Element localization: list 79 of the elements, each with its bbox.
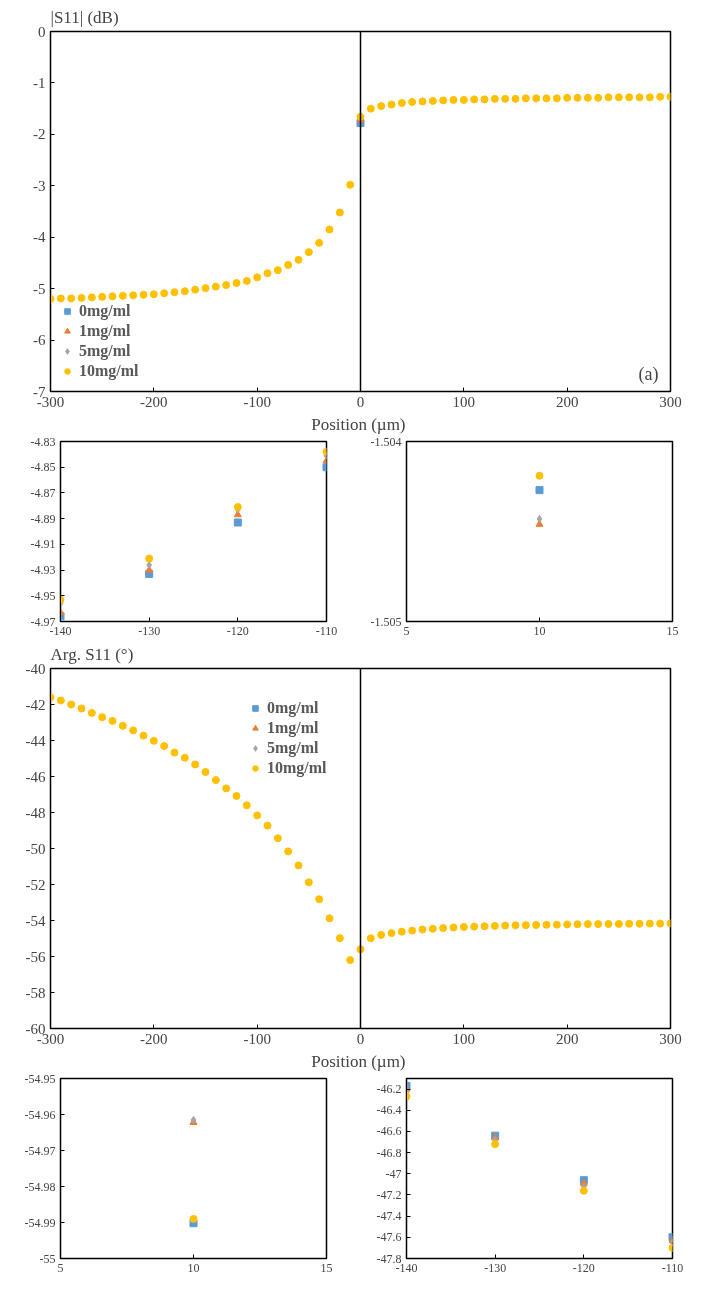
x-tick-label: -100 xyxy=(243,393,271,410)
y-tick-label: -1 xyxy=(33,74,46,91)
y-tick-label: -47.4 xyxy=(376,1209,402,1224)
y-tick-label: -6 xyxy=(33,332,46,349)
x-tick-label: 100 xyxy=(452,393,476,410)
legend-label: 1mg/ml xyxy=(79,322,131,340)
y-tick-label: -40 xyxy=(25,660,46,677)
y-tick-label: -4 xyxy=(33,229,46,246)
x-tick-label: 0 xyxy=(356,1030,365,1047)
y-tick-label: -46 xyxy=(25,768,46,785)
y-tick-label: -4.87 xyxy=(30,485,56,500)
legend-label: 10mg/ml xyxy=(79,362,139,380)
y-tick-label: -48 xyxy=(25,804,46,821)
y-tick-label: -4.93 xyxy=(30,563,56,578)
x-tick-label: 100 xyxy=(452,1030,476,1047)
x-tick-label: 5 xyxy=(403,623,410,638)
y-tick-label: -1.504 xyxy=(370,434,402,449)
y-tick-label: -46.2 xyxy=(376,1082,402,1097)
y-tick-label: -54.97 xyxy=(24,1143,56,1158)
x-axis-title: Position (µm) xyxy=(311,414,406,434)
x-tick-label: 15 xyxy=(320,1260,333,1275)
y-tick-label: -4.89 xyxy=(30,511,56,526)
y-tick-label: -4.95 xyxy=(30,588,56,603)
y-tick-label: -46.8 xyxy=(376,1145,402,1160)
x-tick-label: 10 xyxy=(533,623,546,638)
y-tick-label: -56 xyxy=(25,948,46,965)
legend-label: 0mg/ml xyxy=(267,699,319,717)
x-axis-title: Position (µm) xyxy=(311,1051,406,1071)
y-tick-label: -4.83 xyxy=(30,434,56,449)
y-tick-label: -2 xyxy=(33,126,46,143)
y-tick-label: -4.91 xyxy=(30,537,56,552)
y-tick-label: -47.8 xyxy=(376,1251,402,1266)
legend-label: 5mg/ml xyxy=(267,739,319,757)
x-tick-label: 200 xyxy=(555,1030,579,1047)
x-tick-label: -110 xyxy=(661,1260,684,1275)
y-tick-label: -52 xyxy=(25,876,46,893)
y-tick-label: -5 xyxy=(33,280,46,297)
y-tick-label: -46.6 xyxy=(376,1124,402,1139)
y-tick-label: -4.85 xyxy=(30,460,56,475)
y-tick-label: -47.6 xyxy=(376,1230,402,1245)
y-axis-title: Arg. S11 (°) xyxy=(50,644,134,664)
x-tick-label: 300 xyxy=(659,1030,682,1047)
y-axis-title: |S11| (dB) xyxy=(50,7,119,27)
y-tick-label: -47.2 xyxy=(376,1187,402,1202)
x-tick-label: -120 xyxy=(226,623,249,638)
legend-label: 1mg/ml xyxy=(267,719,319,737)
y-tick-label: -1.505 xyxy=(370,614,402,629)
x-tick-label: -130 xyxy=(138,623,161,638)
y-tick-label: 0 xyxy=(38,23,46,40)
x-tick-label: -200 xyxy=(140,393,168,410)
x-tick-label: 0 xyxy=(356,393,365,410)
y-tick-label: -4.97 xyxy=(30,614,56,629)
x-tick-label: 5 xyxy=(57,1260,64,1275)
legend-label: 10mg/ml xyxy=(267,759,327,777)
legend-label: 5mg/ml xyxy=(79,342,131,360)
y-tick-label: -54.99 xyxy=(24,1215,56,1230)
y-tick-label: -42 xyxy=(25,696,46,713)
x-tick-label: 15 xyxy=(666,623,679,638)
y-tick-label: -54 xyxy=(25,912,46,929)
y-tick-label: -46.4 xyxy=(376,1103,402,1118)
legend-label: 0mg/ml xyxy=(79,302,131,320)
x-tick-label: 300 xyxy=(659,393,682,410)
x-tick-label: -130 xyxy=(484,1260,507,1275)
y-tick-label: -54.95 xyxy=(24,1071,56,1086)
x-tick-label: 200 xyxy=(555,393,579,410)
x-tick-label: 10 xyxy=(187,1260,200,1275)
y-tick-label: -47 xyxy=(385,1166,402,1181)
x-tick-label: -110 xyxy=(315,623,338,638)
y-tick-label: -54.98 xyxy=(24,1179,56,1194)
y-tick-label: -55 xyxy=(39,1251,56,1266)
x-tick-label: -200 xyxy=(140,1030,168,1047)
x-tick-label: -100 xyxy=(243,1030,271,1047)
y-tick-label: -58 xyxy=(25,984,46,1001)
y-tick-label: -50 xyxy=(25,840,46,857)
x-tick-label: -120 xyxy=(572,1260,595,1275)
y-tick-label: -3 xyxy=(33,177,46,194)
y-tick-label: -44 xyxy=(25,732,46,749)
annotation: (a) xyxy=(638,363,659,385)
y-tick-label: -54.96 xyxy=(24,1107,56,1122)
